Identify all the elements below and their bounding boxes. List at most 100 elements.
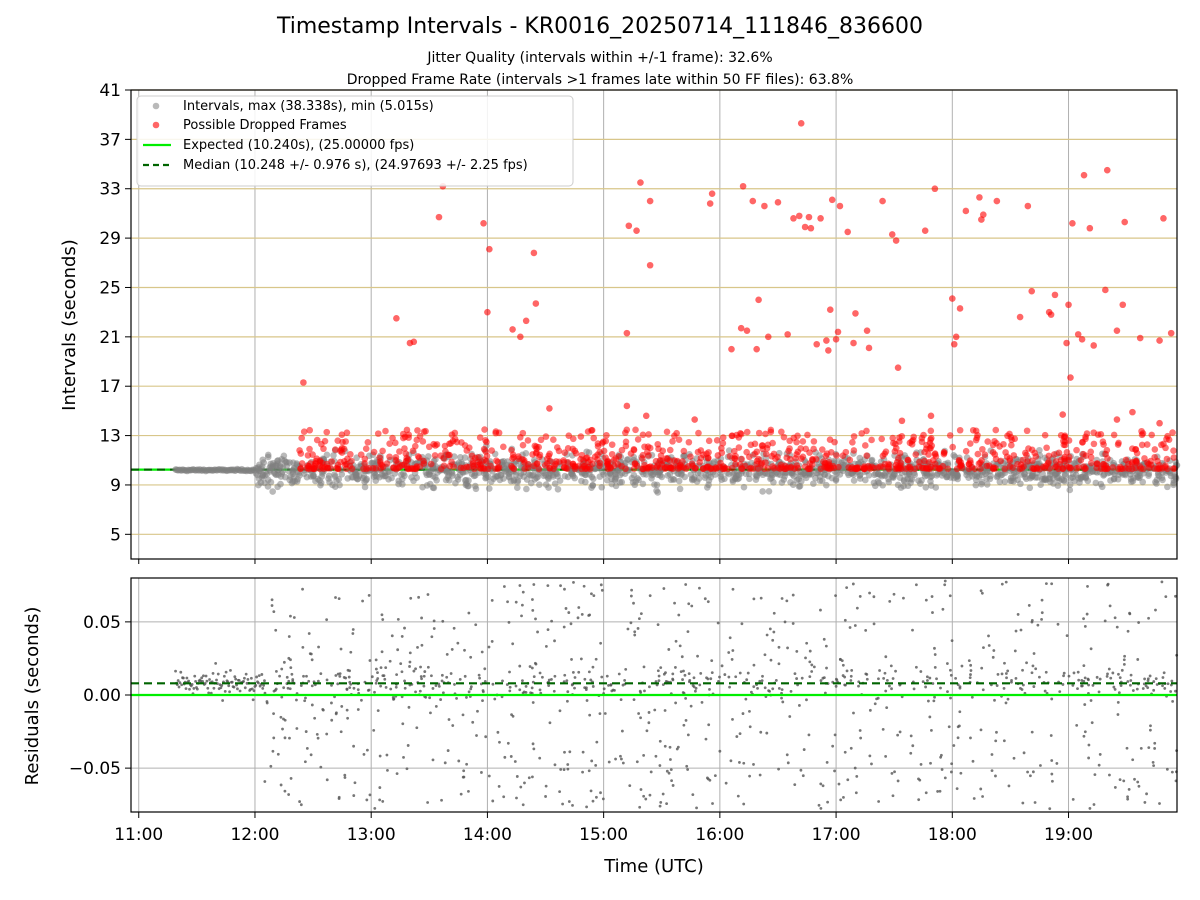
intervals-points — [172, 120, 1181, 496]
residual-point — [868, 754, 872, 758]
residual-point — [447, 718, 451, 721]
residual-point — [891, 677, 895, 680]
residual-point — [692, 676, 696, 680]
residual-point — [289, 666, 293, 670]
dropped-frame-point — [885, 463, 892, 471]
residual-point — [756, 686, 759, 690]
residual-point — [579, 657, 583, 661]
residual-point — [426, 593, 430, 596]
residual-point — [1002, 739, 1006, 743]
residual-point — [396, 617, 400, 621]
interval-point — [556, 477, 564, 484]
interval-point — [419, 483, 426, 491]
residual-point — [481, 690, 485, 694]
residual-point — [461, 775, 465, 779]
dropped-frame-point — [450, 463, 457, 471]
residual-point — [338, 672, 342, 676]
dropped-frame-point — [1041, 431, 1049, 439]
interval-point — [461, 454, 469, 461]
dropped-frame-point — [992, 426, 1000, 434]
dropped-frame-point — [338, 431, 346, 439]
residual-point — [244, 672, 248, 676]
residual-point — [487, 645, 491, 649]
residual-point — [212, 686, 216, 690]
dropped-frame-point — [419, 438, 427, 445]
residual-point — [1126, 797, 1130, 801]
residual-point — [480, 771, 483, 774]
dropped-frame-point — [1033, 465, 1041, 472]
residual-point — [1076, 670, 1080, 674]
dropped-frame-point — [300, 428, 308, 436]
residual-point — [1116, 713, 1120, 716]
residual-point — [941, 607, 945, 611]
residual-point — [995, 684, 999, 687]
interval-point — [523, 485, 530, 493]
interval-point — [430, 484, 438, 492]
residual-point — [868, 591, 871, 595]
residual-point — [405, 767, 409, 771]
residual-point — [1071, 797, 1075, 801]
dropped-frame-point — [508, 462, 515, 470]
residual-point — [180, 683, 184, 687]
dropped-frame-point — [952, 333, 960, 341]
dropped-frame-point — [675, 436, 683, 443]
residual-point — [793, 783, 797, 786]
residual-point — [982, 646, 985, 649]
residual-point — [246, 677, 250, 681]
residual-point — [642, 794, 646, 798]
dropped-frame-point — [836, 202, 844, 210]
interval-point — [585, 449, 593, 456]
dropped-frame-point — [1047, 311, 1055, 318]
residual-point — [434, 704, 438, 708]
residual-point — [619, 754, 622, 758]
residual-point — [1097, 763, 1101, 767]
residual-point — [912, 687, 916, 691]
dropped-frame-point — [427, 460, 435, 468]
residual-point — [833, 769, 836, 773]
dropped-frame-point — [415, 454, 423, 461]
interval-point — [972, 481, 980, 489]
dropped-frame-point — [783, 454, 791, 461]
dropped-frame-point — [569, 460, 577, 468]
dropped-frame-point — [1055, 449, 1063, 457]
dropped-frame-point — [675, 462, 682, 470]
dropped-frame-point — [637, 179, 644, 186]
dropped-frame-point — [1079, 439, 1086, 446]
dropped-frame-point — [679, 458, 686, 465]
residual-point — [345, 688, 349, 691]
residual-point — [933, 653, 937, 656]
dropped-frame-point — [1137, 465, 1145, 472]
residual-point — [390, 634, 394, 638]
residual-point — [956, 736, 960, 740]
dropped-frame-point — [712, 464, 720, 471]
residual-point — [950, 770, 953, 774]
interval-point — [464, 482, 471, 490]
residual-point — [360, 698, 363, 702]
residual-point — [810, 663, 814, 667]
residual-point — [214, 661, 218, 665]
residual-point — [691, 684, 695, 687]
residual-point — [531, 680, 535, 684]
dropped-frame-point — [332, 446, 339, 453]
interval-point — [944, 459, 952, 467]
residual-point — [412, 669, 416, 673]
residual-point — [643, 689, 646, 693]
interval-point — [746, 475, 753, 483]
interval-point — [974, 470, 981, 478]
dropped-frame-point — [1102, 286, 1109, 294]
dropped-frame-point — [608, 441, 616, 448]
residual-point — [384, 685, 388, 689]
residual-point — [992, 649, 996, 652]
residual-point — [319, 765, 323, 769]
residual-point — [462, 769, 466, 773]
dropped-frame-point — [1087, 454, 1095, 461]
residual-point — [740, 622, 744, 626]
residual-point — [304, 730, 308, 733]
residual-point — [571, 803, 574, 807]
interval-point — [1145, 472, 1152, 479]
dropped-frame-point — [921, 227, 929, 234]
residual-point — [872, 595, 876, 599]
dropped-frame-point — [1161, 464, 1169, 471]
residual-point — [223, 690, 227, 693]
